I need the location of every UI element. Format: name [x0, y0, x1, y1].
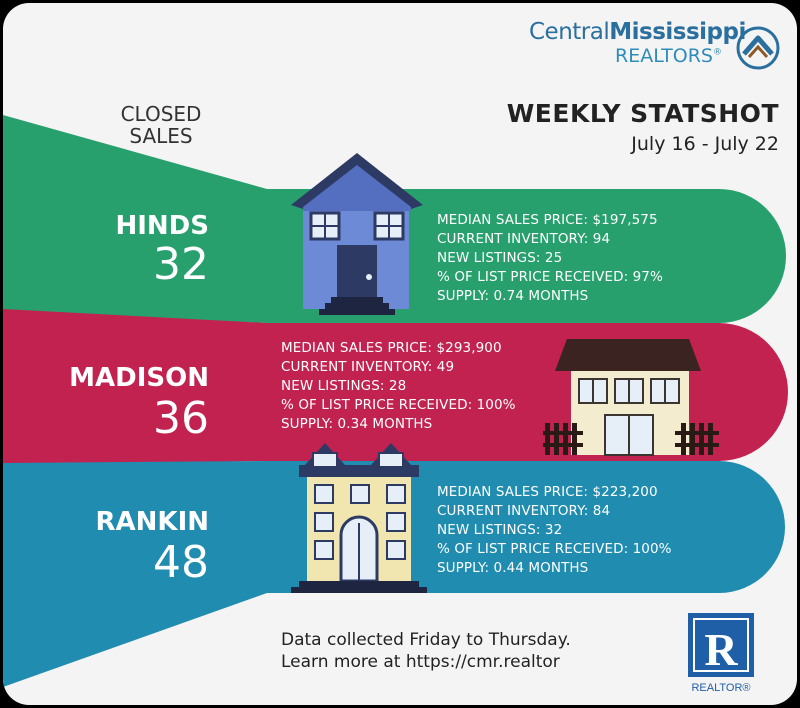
stats-block-hinds: MEDIAN SALES PRICE: $197,575 CURRENT INV… [437, 211, 663, 306]
blue-house-illustration [291, 153, 423, 315]
stat-inventory: CURRENT INVENTORY: 94 [437, 231, 611, 247]
closed-sales-line2: SALES [129, 124, 193, 148]
realtor-logo-icon: R REALTOR® [688, 613, 754, 694]
madison-band-fan [3, 309, 267, 465]
stat-median-price: MEDIAN SALES PRICE: $223,200 [437, 484, 658, 500]
rankin-band-fan [3, 461, 267, 687]
registered-mark: ® [713, 47, 722, 58]
stat-list-price-received: % OF LIST PRICE RECEIVED: 100% [281, 397, 516, 413]
stat-inventory: CURRENT INVENTORY: 84 [437, 503, 611, 519]
closed-sales-heading: CLOSED SALES [111, 103, 211, 147]
org-logo-text: CentralMississippi [529, 19, 746, 45]
statshot-card: CentralMississippi REALTORS® CLOSED SALE… [3, 3, 797, 705]
stat-inventory: CURRENT INVENTORY: 49 [281, 359, 455, 375]
footer-link-text: Learn more at https://cmr.realtor [281, 652, 560, 672]
stat-new-listings: NEW LISTINGS: 28 [281, 378, 407, 394]
closed-sales-count-hinds: 32 [153, 239, 209, 290]
footer-line1: Data collected Friday to Thursday. [281, 630, 571, 650]
stat-median-price: MEDIAN SALES PRICE: $293,900 [281, 340, 502, 356]
yellow-house-illustration [291, 443, 427, 593]
org-name-line2: REALTORS [615, 45, 713, 67]
realtor-logo-letter: R [704, 624, 738, 675]
org-name-part1: Central [529, 19, 610, 45]
org-logo-subtext: REALTORS® [615, 45, 722, 67]
hinds-band-fan [3, 115, 267, 323]
house-roof-logo-icon [736, 26, 780, 70]
page-title: WEEKLY STATSHOT [506, 99, 779, 128]
stat-supply: SUPPLY: 0.44 MONTHS [437, 560, 589, 576]
footer-note: Data collected Friday to Thursday. Learn… [281, 629, 571, 673]
county-name-hinds: HINDS [115, 211, 209, 241]
county-name-rankin: RANKIN [95, 507, 209, 537]
stat-list-price-received: % OF LIST PRICE RECEIVED: 100% [437, 541, 672, 557]
stats-block-madison: MEDIAN SALES PRICE: $293,900 CURRENT INV… [281, 339, 516, 434]
stat-supply: SUPPLY: 0.34 MONTHS [281, 416, 433, 432]
stats-block-rankin: MEDIAN SALES PRICE: $223,200 CURRENT INV… [437, 483, 672, 578]
date-range: July 16 - July 22 [631, 133, 779, 155]
county-name-madison: MADISON [69, 363, 209, 393]
cream-house-illustration [543, 339, 719, 456]
closed-sales-count-madison: 36 [153, 393, 209, 444]
realtor-logo-text: REALTOR® [691, 682, 750, 694]
stat-list-price-received: % OF LIST PRICE RECEIVED: 97% [437, 269, 663, 285]
stat-median-price: MEDIAN SALES PRICE: $197,575 [437, 212, 658, 228]
stat-supply: SUPPLY: 0.74 MONTHS [437, 288, 589, 304]
stat-new-listings: NEW LISTINGS: 25 [437, 250, 563, 266]
org-name-part2: Mississippi [609, 19, 746, 45]
closed-sales-count-rankin: 48 [153, 537, 209, 588]
stat-new-listings: NEW LISTINGS: 32 [437, 522, 563, 538]
closed-sales-line1: CLOSED [120, 102, 202, 126]
